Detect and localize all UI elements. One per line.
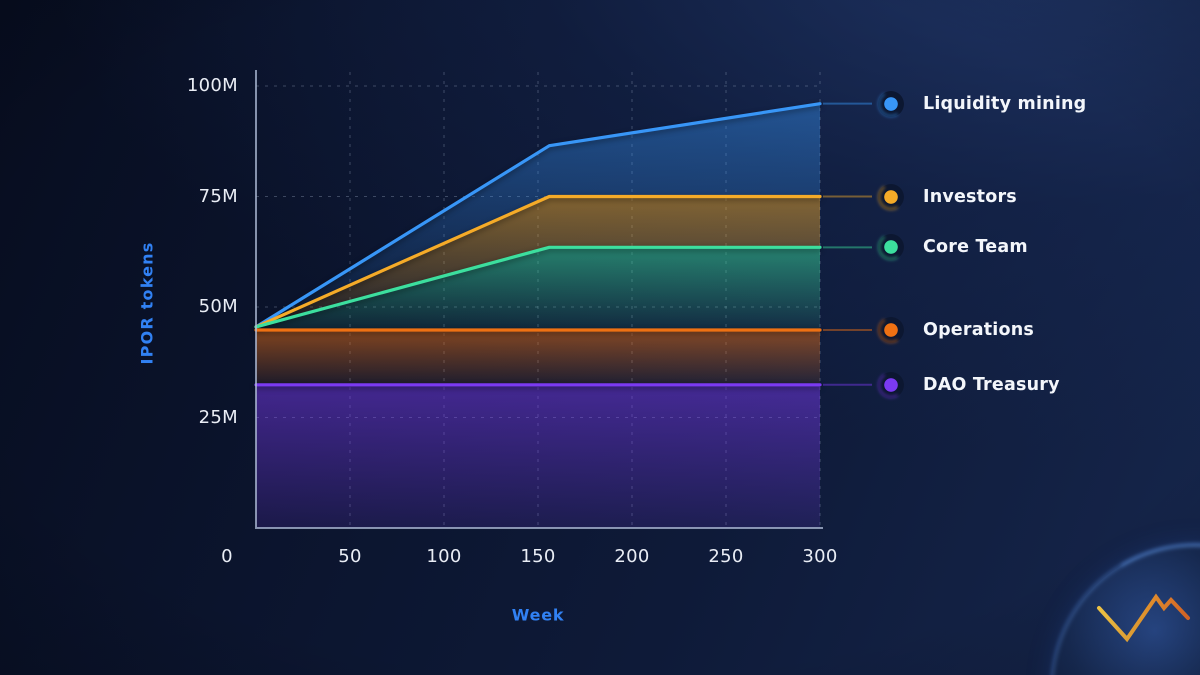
legend-dot-icon [876,88,906,119]
x-tick-label: 200 [614,546,650,567]
y-tick-label: 100M [186,75,238,96]
x-tick-label: 150 [520,546,556,567]
series-area-core-team [256,247,820,330]
series-line-core-team [254,245,822,329]
legend-item-liquidity-mining: Liquidity mining [876,88,1087,119]
series-area-dao-treasury [256,384,820,528]
x-tick-label: 250 [708,546,744,567]
series-area-investors [256,196,820,327]
series-line-liquidity-mining [254,102,822,329]
legend-dot-icon [876,314,906,345]
x-tick-label: 50 [338,546,362,567]
y-tick-label: 75M [198,185,238,207]
legend-dot-icon [876,232,906,263]
legend-item-investors: Investors [876,181,1017,212]
legend-dot-icon [876,181,906,212]
legend-label: Operations [923,319,1034,340]
x-tick-label: 100 [426,546,462,567]
y-tick-label: 25M [198,406,238,428]
axis-frame [255,70,823,529]
legend-item-core-team: Core Team [876,232,1028,263]
x-tick-label: 0 [221,546,233,567]
legend-item-operations: Operations [876,314,1034,345]
legend-label: Investors [923,186,1017,207]
logo-zigzag-icon [1097,593,1190,643]
series-line-investors [254,194,822,329]
legend-label: Liquidity mining [923,93,1087,114]
legend-callout-lines [823,102,872,386]
legend-dot-icon [876,369,906,400]
legend-item-dao-treasury: DAO Treasury [876,369,1060,400]
legend-label: Core Team [923,237,1028,258]
legend-label: DAO Treasury [923,374,1060,395]
x-axis-title: Week [511,605,565,625]
series-lines [254,102,822,387]
x-tick-label: 300 [802,546,838,567]
y-tick-label: 50M [198,296,238,317]
series-area-operations [256,330,820,385]
series-area-liquidity-mining [256,103,820,327]
series-areas [256,103,820,528]
